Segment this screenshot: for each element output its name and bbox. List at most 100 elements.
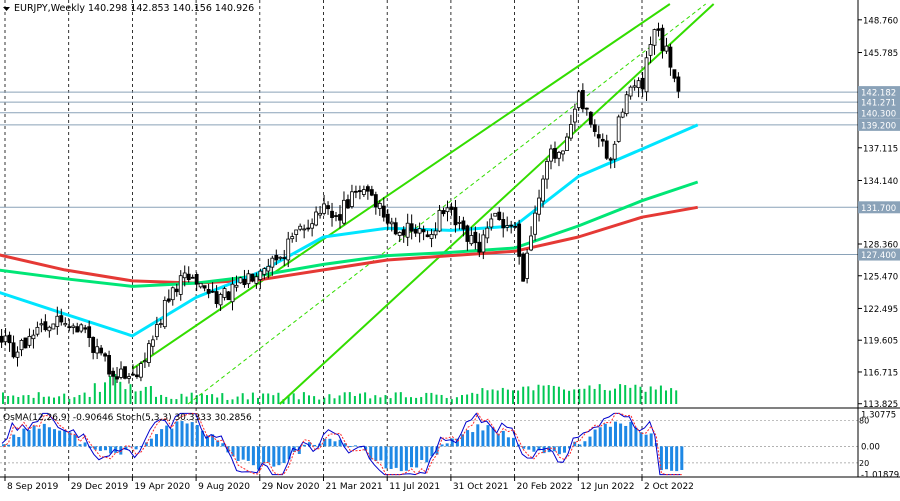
volume-bar: [517, 390, 520, 404]
candle-body: [477, 241, 482, 253]
volume-bar: [379, 397, 382, 404]
candle-body: [489, 218, 494, 228]
osma-bar: [486, 425, 490, 447]
symbol-dropdown-icon[interactable]: [3, 7, 10, 11]
volume-bar: [144, 386, 147, 404]
volume-bar: [287, 395, 290, 404]
osma-bar: [348, 446, 352, 448]
osc-axis-label: 0.00: [861, 442, 880, 452]
price-level-tag: [858, 96, 900, 109]
candle-body: [513, 225, 518, 228]
price-tick-label: 125.470: [863, 272, 898, 282]
osma-bar: [445, 443, 449, 447]
osma-bar: [389, 446, 393, 469]
volume-bar: [598, 384, 601, 404]
time-tick-label: 21 Mar 2021: [326, 482, 383, 492]
candle-body: [557, 152, 561, 159]
candle-body: [318, 212, 322, 216]
volume-bar: [272, 395, 275, 404]
volume-bar: [374, 395, 377, 404]
candle-body: [294, 229, 299, 235]
volume-bar: [216, 397, 219, 404]
osma-bar: [415, 446, 419, 468]
candle-body: [0, 335, 4, 343]
osma-bar: [42, 423, 46, 447]
candle-body: [198, 282, 203, 288]
candle-body: [640, 77, 645, 90]
moving-averages: [0, 123, 699, 338]
candle-body: [505, 225, 510, 228]
osma-bar: [302, 444, 306, 447]
candle-body: [282, 257, 287, 259]
volume-bar: [343, 392, 346, 404]
volume-bar: [175, 399, 178, 404]
volume-bar: [83, 392, 86, 404]
price-tick-label: 116.715: [863, 368, 898, 378]
osma-bar: [297, 446, 301, 454]
candle-body: [99, 347, 104, 354]
osma-bar: [104, 446, 107, 451]
volume-bar: [78, 394, 81, 404]
candle-body: [67, 326, 72, 329]
volume-bar: [292, 393, 295, 404]
volume-bar: [644, 391, 647, 404]
osma-bar: [68, 432, 72, 447]
volume-bar: [532, 390, 535, 404]
volume-bar: [73, 397, 76, 404]
osma-bar: [139, 446, 143, 448]
candle-body: [397, 232, 402, 236]
candle-body: [314, 211, 319, 226]
ema-mid-line: [0, 180, 699, 288]
oscillator-panel: [0, 407, 900, 476]
osma-bar: [471, 432, 475, 447]
volume-bar: [155, 396, 157, 404]
volume-bar: [430, 392, 433, 404]
candle-body: [401, 229, 406, 236]
candle-body: [485, 227, 490, 239]
candle-body: [290, 236, 295, 240]
volume-bar: [466, 394, 469, 404]
volume-bar: [445, 397, 448, 404]
volume-bar: [573, 389, 576, 404]
volume-bar: [119, 381, 122, 404]
time-axis: 8 Sep 2019 29 Dec 2019 19 Apr 2020 9 Aug 20…: [4, 477, 694, 492]
volume-bar: [63, 393, 66, 404]
candle-body: [139, 363, 143, 378]
candle-body: [596, 134, 601, 139]
osma-bar: [37, 428, 41, 447]
osma-bar: [211, 434, 215, 447]
candle-body: [465, 225, 470, 242]
volume-bar: [338, 395, 341, 404]
volume-bar: [17, 396, 20, 404]
volume-bar: [200, 393, 203, 404]
osma-bar: [639, 432, 643, 447]
volume-bar: [318, 399, 321, 404]
candle-body: [3, 335, 8, 343]
candle-body: [298, 225, 303, 230]
candle-body: [194, 274, 199, 285]
osma-bar: [644, 434, 648, 447]
candle-body: [123, 366, 127, 379]
volume-bar: [37, 392, 40, 404]
candle-body: [95, 346, 100, 354]
candle-body: [576, 91, 581, 108]
candle-body: [541, 178, 545, 202]
volume-bar: [593, 388, 596, 404]
osma-bar: [98, 446, 102, 451]
osma-bar: [7, 444, 11, 447]
time-tick-label: 31 Oct 2021: [453, 482, 509, 492]
osma-bar: [170, 428, 174, 447]
candle-body: [143, 360, 147, 363]
osma-bar: [129, 446, 133, 448]
osc-axis-label: -1.01879: [861, 471, 899, 481]
candle-body: [417, 228, 422, 234]
volume-bars: [2, 373, 678, 404]
candle-body: [338, 214, 342, 221]
candle-body: [644, 57, 649, 93]
price-level-tag-label: 139.200: [861, 121, 896, 131]
chart-header: EURJPY,Weekly 140.298 142.853 140.156 14…: [3, 3, 254, 14]
candle-body: [19, 340, 24, 351]
volume-bar: [425, 392, 428, 404]
price-tick-label: 134.140: [863, 177, 898, 187]
candle-body: [83, 327, 88, 330]
